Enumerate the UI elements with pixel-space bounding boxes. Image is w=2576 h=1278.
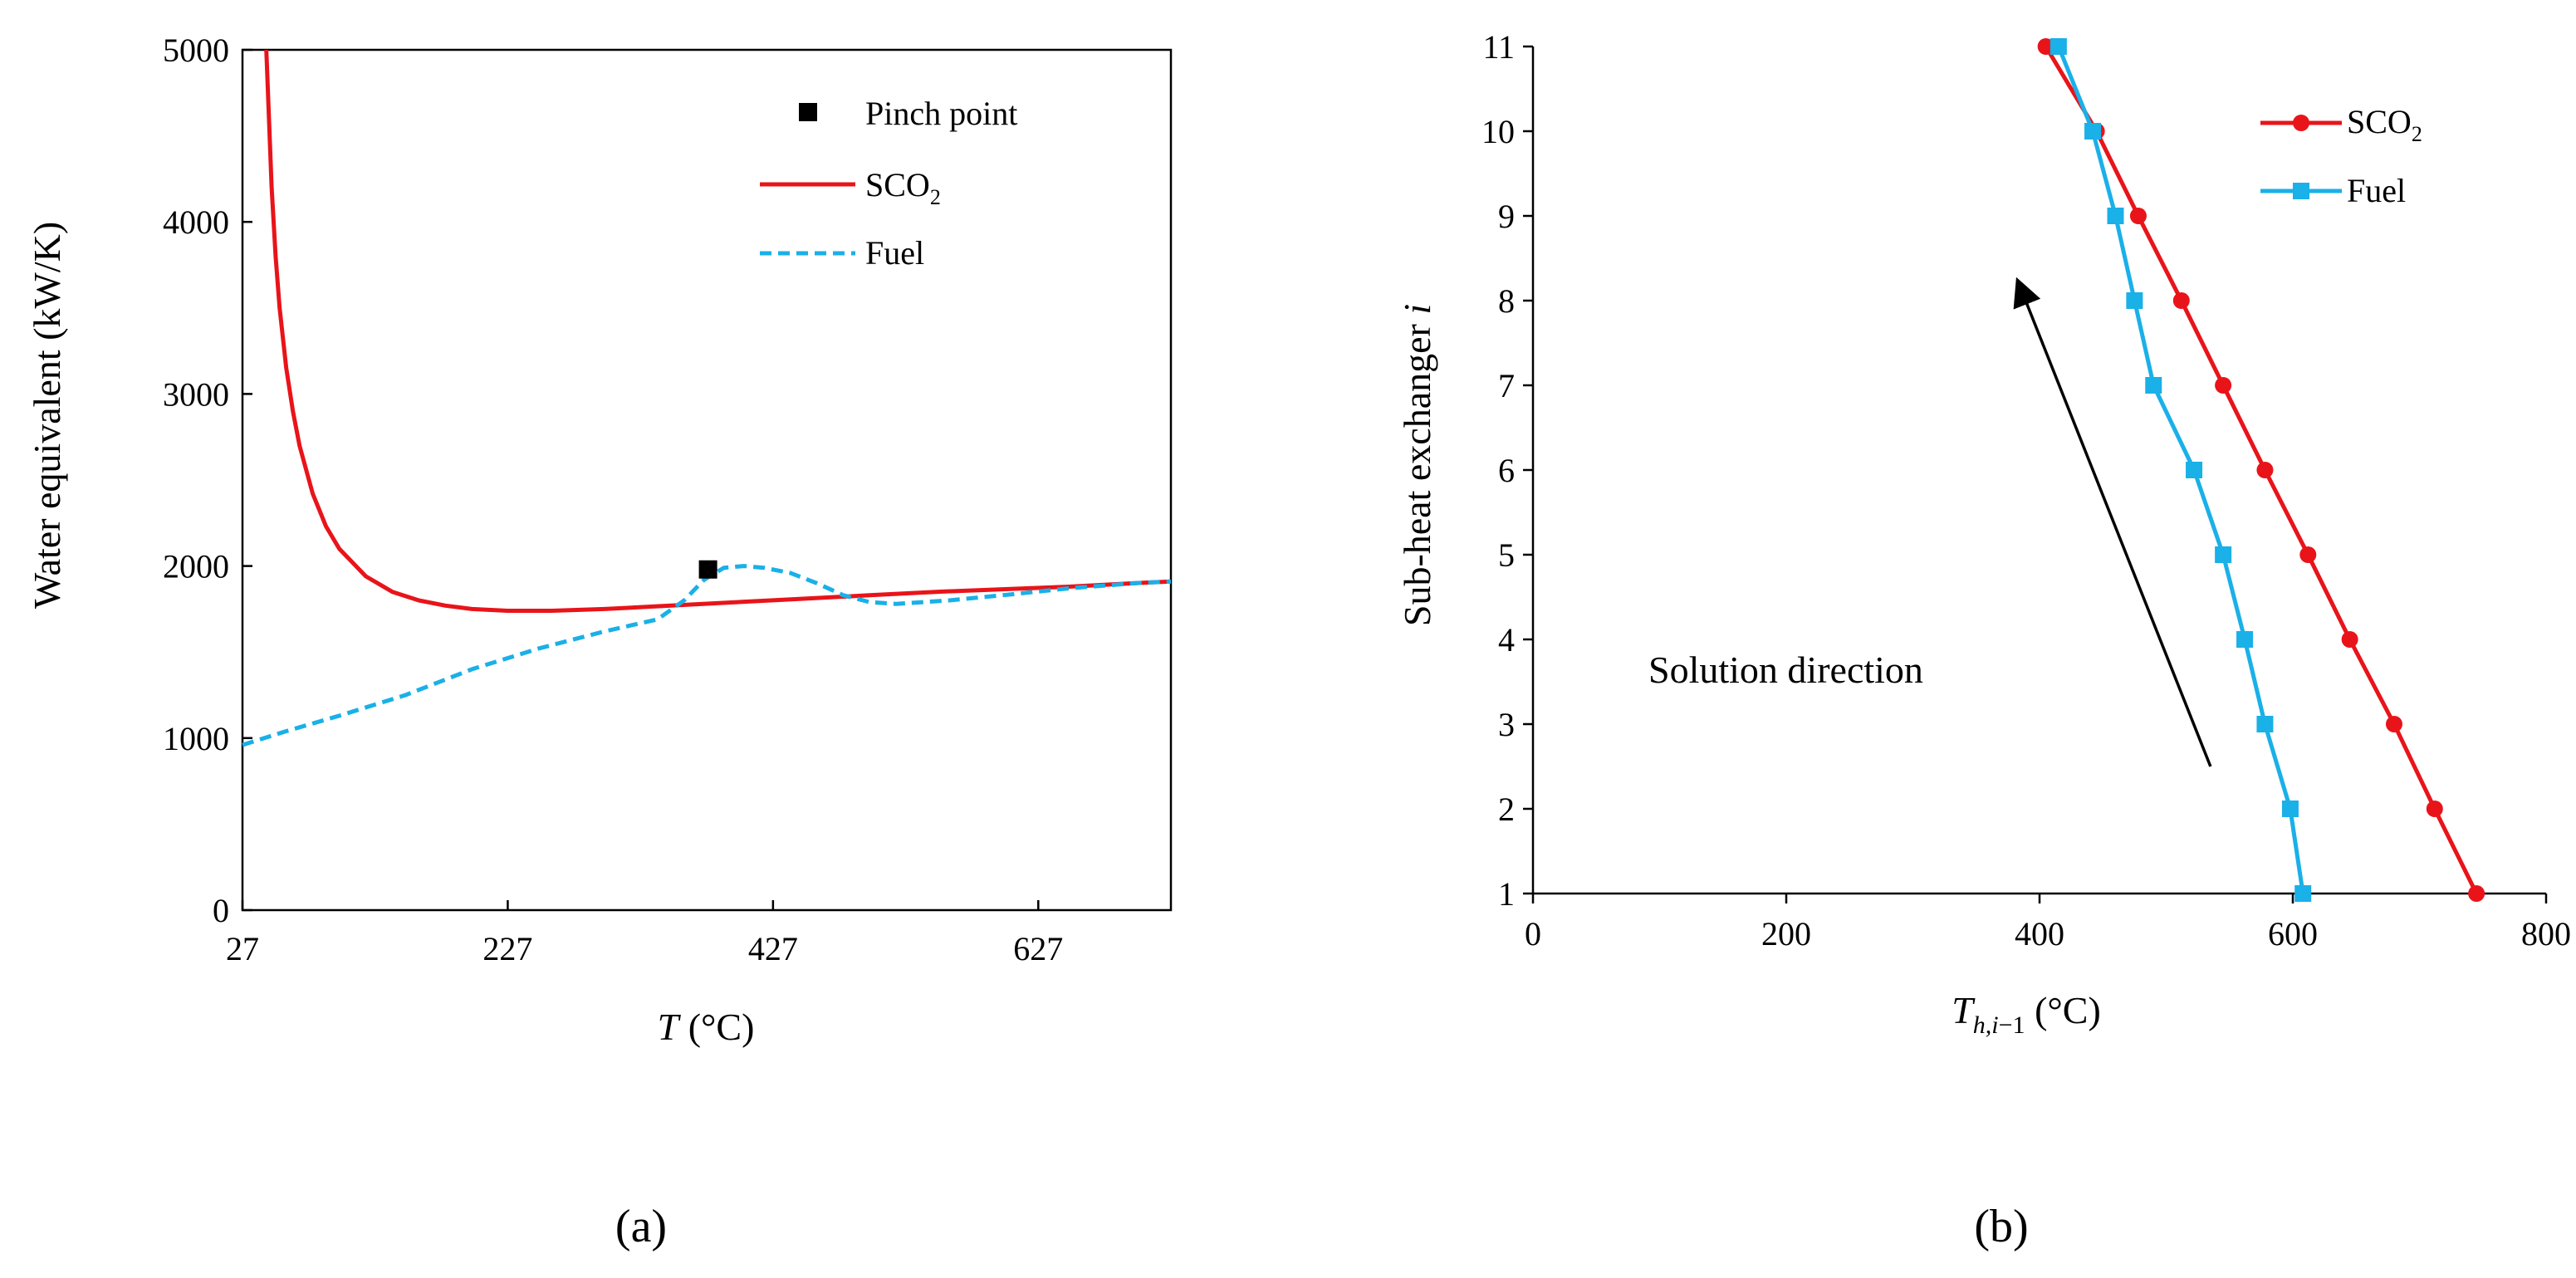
panel-b-fuel-point [2126,292,2143,309]
panel-b-y-tick-label: 4 [1498,621,1515,659]
panel-b-fuel-point [2186,462,2203,478]
panel-a-series-sco-line [264,49,1172,613]
panel-a-y-tick-label: 0 [213,892,229,929]
panel-b-fuel-point [2145,377,2162,394]
panel-a-caption: (a) [615,1201,667,1252]
legend-b-sco2-label: SCO2 [2347,103,2422,146]
panel-a-y-tick-label: 4000 [163,203,229,241]
panel-b-chart: 1 2 3 4 5 6 7 8 9 10 11 0 200 400 600 800 Sub-heat exch… [1396,28,2571,1252]
panel-b-fuel-point [2281,801,2299,817]
panel-b-y-tick-label: 7 [1498,367,1515,404]
legend-b-fuel-marker [2293,183,2309,199]
panel-b-y-axis-label: Sub-heat exchanger i [1396,304,1438,626]
solution-direction-arrow [2013,277,2212,767]
panel-a-plot-area [241,48,1173,912]
legend-b-fuel-label: Fuel [2347,172,2406,209]
legend-fuel-label: Fuel [865,234,924,272]
panel-b-x-tick-label: 400 [2015,915,2064,952]
panel-b-y-tick-label: 5 [1498,536,1515,574]
panel-a-y-axis-label: Water equivalent (kW/K) [26,222,68,609]
panel-b-caption: (b) [1974,1201,2028,1252]
legend-sco2-label: SCO2 [865,166,941,209]
panel-b-y-tick-label: 9 [1498,198,1515,235]
panel-b-y-tick-label: 1 [1498,875,1515,913]
panel-a-x-tick-label: 627 [1013,930,1063,967]
panel-b-y-tick-label: 2 [1498,791,1515,828]
panel-a-x-var: T [658,1006,682,1048]
panel-b-sco-point [2386,716,2402,732]
panel-b-fuel-point [2236,631,2254,648]
panel-b-sco-point [2256,462,2274,478]
panel-b-sco-point [2341,631,2358,648]
panel-b-y-tick-label: 8 [1498,282,1515,320]
panel-a-y-tick-label: 5000 [163,32,229,69]
legend-pinch-point-label: Pinch point [865,95,1017,132]
panel-b-x-axis-label: Th,i−1 (°C) [1952,989,2101,1039]
panel-b-fuel-point [2256,716,2274,732]
panel-b-fuel-point [2084,123,2102,140]
panel-b-sco-point [2172,292,2190,309]
panel-b-sco-point [2426,801,2443,817]
solution-direction-label: Solution direction [1648,649,1923,691]
panel-b-x-tick-label: 0 [1525,915,1541,952]
panel-b-y-tick-label: 6 [1498,452,1515,489]
panel-a-x-tick-label: 27 [226,930,259,967]
panel-b-sco-point [2468,885,2485,902]
panel-b-sco-point [2215,377,2232,394]
panel-b-y-tick-label: 10 [1481,113,1515,150]
panel-b-fuel-point [2050,38,2067,55]
panel-b-fuel-point [2294,885,2312,902]
panel-a-x-tick-label: 227 [482,930,532,967]
panel-b-x-tick-label: 200 [1761,915,1811,952]
panel-a-x-tick-label: 427 [748,930,798,967]
panel-b-fuel-point [2215,546,2232,563]
pinch-point-marker [698,560,717,579]
panel-b-legend: SCO2 Fuel [2260,103,2422,209]
panel-a-series-fuel-line [242,564,1172,747]
panel-b-y-tick-label: 11 [1482,28,1515,66]
panel-b-x-tick-label: 600 [2268,915,2318,952]
panel-a-y-tick-label: 1000 [163,720,229,757]
panel-b-sco-point [2037,38,2054,55]
panel-b-fuel-point [2107,208,2124,224]
legend-pinch-point-swatch [799,103,817,121]
panel-a-x-axis-label: T (°C) [658,1006,755,1048]
panel-a-y-tick-label: 3000 [163,375,229,413]
panel-a-chart: 0 1000 2000 3000 4000 5000 27 227 427 627 Water e… [26,32,1173,1252]
panel-a-legend: Pinch point SCO2 Fuel [760,95,1017,272]
panel-b-sco-point [2299,546,2317,563]
panel-b-x-tick-label: 800 [2521,915,2571,952]
panel-b-sco-point [2129,208,2147,224]
panel-b-y-tick-label: 3 [1498,706,1515,743]
panel-a-x-unit: (°C) [688,1006,755,1048]
legend-b-sco2-marker [2293,115,2309,131]
panel-a-y-tick-label: 2000 [163,548,229,585]
